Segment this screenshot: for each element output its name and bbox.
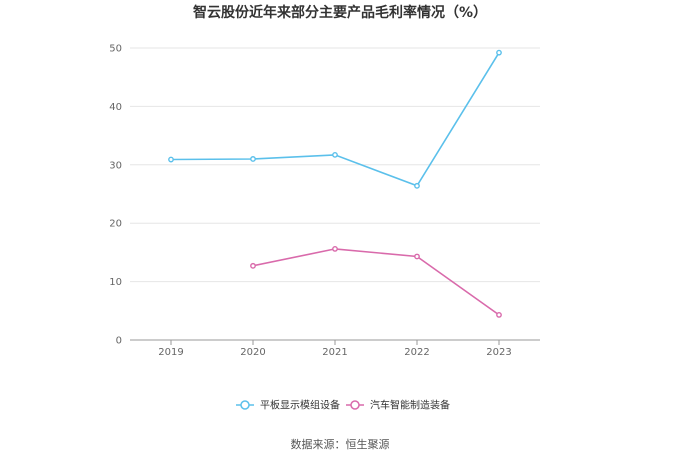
y-tick-label: 10	[109, 277, 122, 288]
series-line-1	[170, 52, 500, 187]
x-tick-label: 2023	[486, 347, 511, 358]
y-tick-label: 30	[109, 160, 122, 171]
x-tick-label: 2020	[240, 347, 265, 358]
x-tick-label: 2019	[158, 347, 183, 358]
data-point	[168, 156, 174, 163]
data-point	[250, 156, 256, 162]
data-point	[496, 311, 502, 318]
y-tick-label: 20	[109, 219, 122, 230]
legend-label: 汽车智能制造装备	[370, 399, 450, 412]
data-point	[250, 262, 256, 269]
legend-marker	[350, 400, 360, 410]
y-tick-label: 40	[109, 102, 122, 113]
data-point	[496, 49, 502, 56]
data-point	[414, 253, 420, 260]
legend-marker	[240, 400, 250, 410]
series-line-2	[252, 248, 500, 316]
data-point	[332, 151, 338, 158]
x-tick-label: 2021	[322, 347, 347, 358]
chart-title: 智云股份近年来部分主要产品毛利率情况（%）	[192, 5, 488, 21]
x-tick-label: 2022	[404, 347, 429, 358]
y-tick-label: 50	[109, 44, 122, 55]
data-point	[332, 245, 338, 252]
legend-label: 平板显示模组设备	[260, 399, 340, 412]
data-source: 数据来源：恒生聚源	[290, 438, 390, 451]
y-tick-label: 0	[116, 336, 122, 347]
data-point	[414, 182, 420, 189]
